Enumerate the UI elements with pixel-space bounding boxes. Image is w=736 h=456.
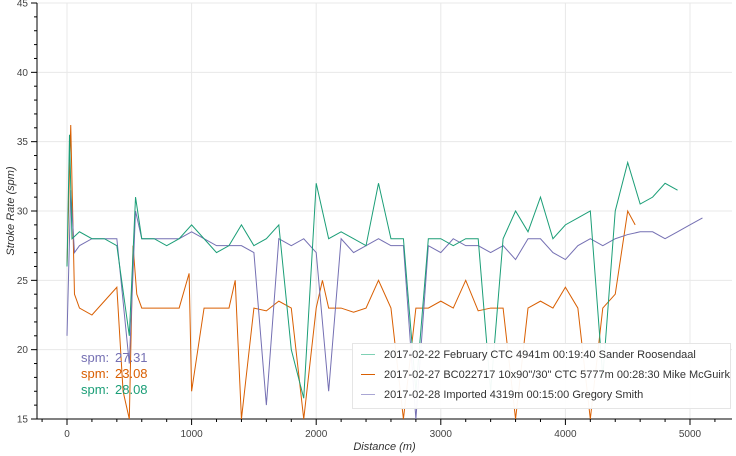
y-axis-label: Stroke Rate (spm)	[5, 166, 17, 256]
spm-readout-orange: spm: 23.08	[81, 366, 148, 381]
x-tick-label: 0	[64, 429, 70, 440]
y-tick-label: 30	[17, 207, 29, 218]
y-tick-label: 45	[17, 0, 29, 10]
x-tick-label: 4000	[554, 429, 577, 440]
spm-readout-purple: spm: 27.31	[81, 350, 148, 365]
legend-swatch	[361, 354, 375, 355]
x-tick-label: 1000	[180, 429, 203, 440]
x-axis-label: Distance (m)	[353, 441, 416, 453]
legend-item[interactable]: 2017-02-28 Imported 4319m 00:15:00 Grego…	[361, 385, 730, 404]
spm-readout: spm: 27.31 spm: 23.08 spm: 28.08	[81, 350, 148, 398]
y-tick-label: 20	[17, 345, 29, 356]
y-tick-label: 40	[17, 68, 29, 79]
x-tick-label: 5000	[679, 429, 702, 440]
legend-swatch	[361, 394, 375, 395]
legend-item[interactable]: 2017-02-27 BC022717 10x90"/30" CTC 5777m…	[361, 365, 730, 384]
y-tick-label: 15	[17, 415, 29, 426]
spm-readout-green: spm: 28.08	[81, 382, 148, 397]
legend-swatch	[361, 374, 375, 375]
y-tick-label: 35	[17, 137, 29, 148]
x-tick-label: 3000	[430, 429, 453, 440]
series-line	[66, 134, 678, 399]
x-tick-label: 2000	[305, 429, 328, 440]
y-tick-label: 25	[17, 276, 29, 287]
legend: 2017-02-22 February CTC 4941m 00:19:40 S…	[352, 343, 731, 409]
legend-item[interactable]: 2017-02-22 February CTC 4941m 00:19:40 S…	[361, 345, 730, 364]
